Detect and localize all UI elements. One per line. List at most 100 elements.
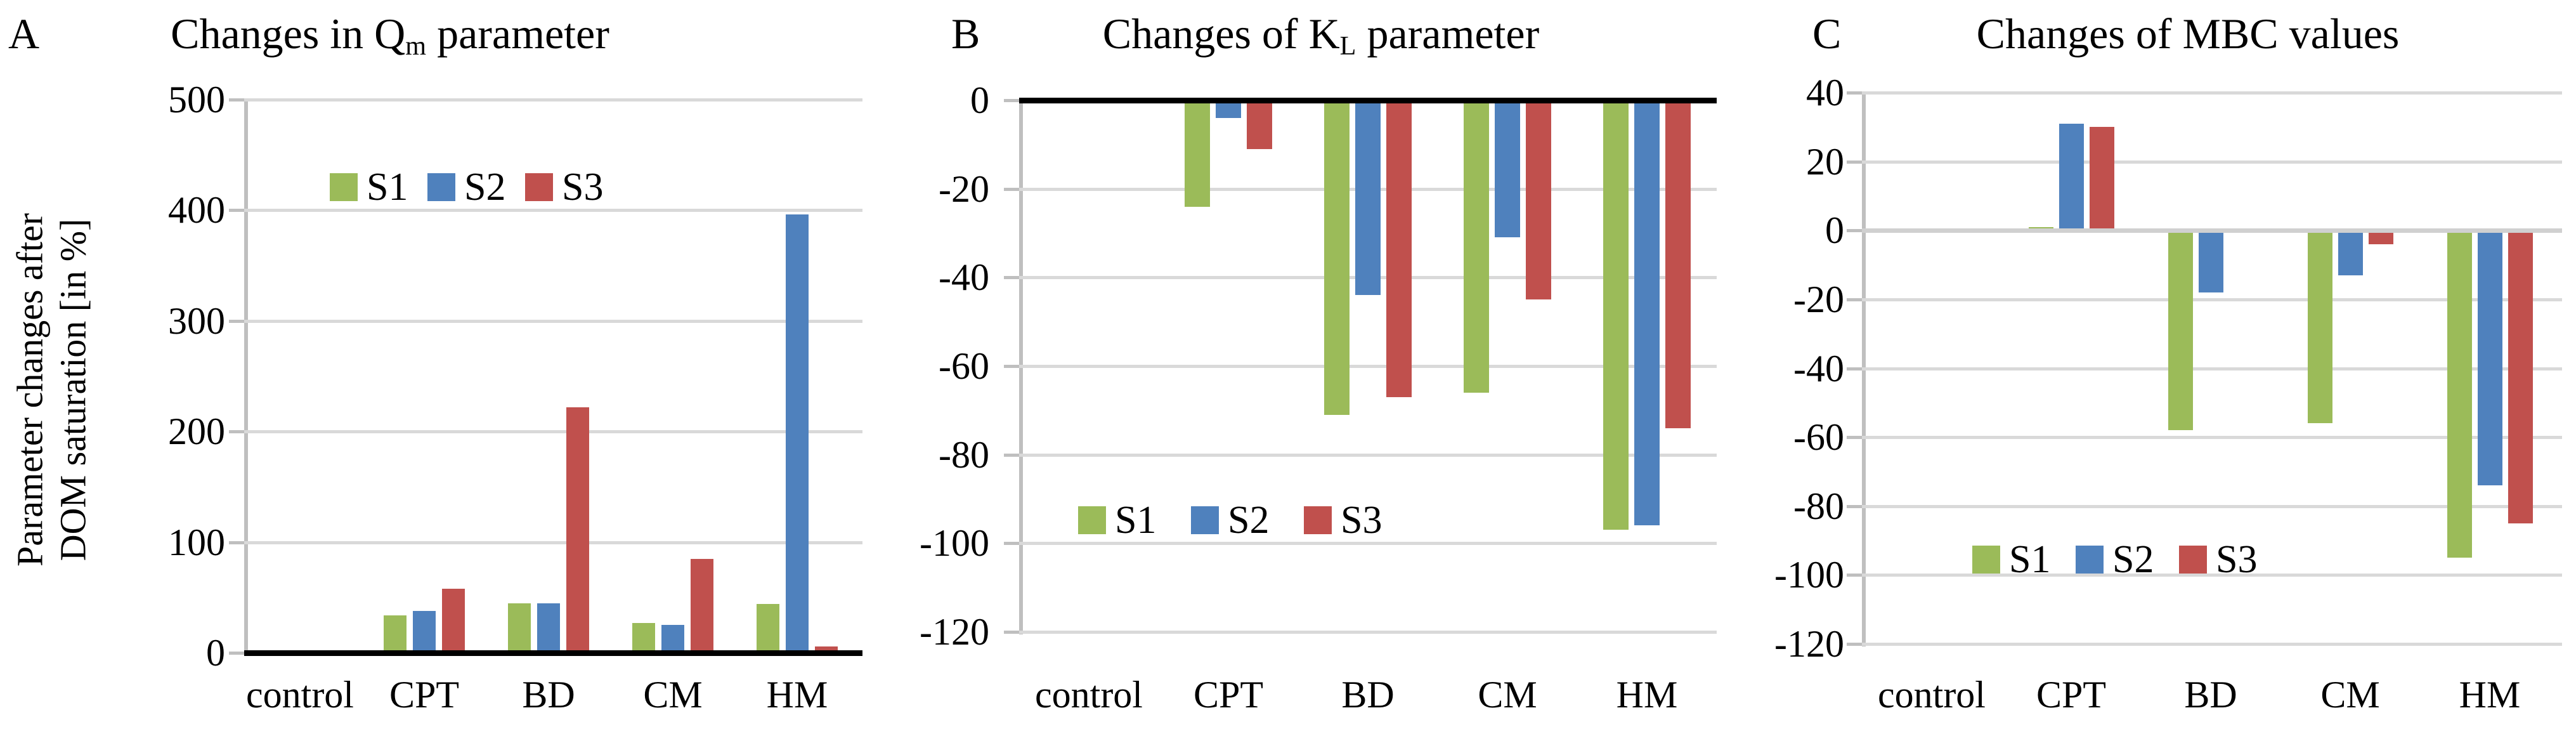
zero-axis-line-c [1862, 228, 2562, 233]
y-tick-label-a-300: 300 [168, 299, 225, 342]
x-category-label-c-HM: HM [2459, 674, 2521, 716]
y-tick-label-b--60: -60 [939, 345, 989, 387]
bar-c-HM-S1 [2447, 230, 2472, 558]
gridline-c--100 [1862, 574, 2562, 577]
gridline-a-200 [244, 430, 862, 434]
bar-b-HM-S3 [1665, 100, 1691, 428]
tick-mark-b--100 [1004, 542, 1019, 546]
bar-b-BD-S2 [1355, 100, 1381, 296]
gridline-a-500 [244, 98, 862, 102]
gridline-a-300 [244, 319, 862, 323]
tick-mark-c-0 [1847, 229, 1862, 233]
x-category-label-b-control: control [1035, 674, 1143, 716]
gridline-a-400 [244, 209, 862, 213]
legend-label-a-S1: S1 [367, 166, 408, 209]
legend-label-b-S1: S1 [1115, 499, 1157, 542]
x-category-label-a-HM: HM [766, 674, 828, 716]
legend-label-b-S2: S2 [1228, 499, 1270, 542]
legend-swatch-b-S3 [1304, 506, 1332, 534]
y-tick-label-a-200: 200 [168, 410, 225, 453]
bar-a-HM-S1 [757, 604, 779, 653]
tick-mark-c--20 [1847, 298, 1862, 301]
y-tick-label-a-500: 500 [168, 79, 225, 121]
legend-swatch-b-S1 [1078, 506, 1106, 534]
legend-swatch-c-S1 [1972, 546, 2000, 574]
gridline-a-100 [244, 541, 862, 544]
y-tick-label-c-20: 20 [1806, 140, 1844, 183]
legend-label-a-S2: S2 [464, 166, 506, 209]
y-tick-label-b--80: -80 [939, 433, 989, 476]
bar-a-CPT-S1 [384, 615, 407, 653]
tick-mark-b-0 [1004, 99, 1019, 102]
x-category-label-c-CM: CM [2320, 674, 2380, 716]
y-tick-label-b--40: -40 [939, 256, 989, 299]
panel-letter-c: C [1812, 10, 1842, 58]
x-category-label-a-CPT: CPT [389, 674, 460, 716]
bar-b-CM-S2 [1495, 100, 1520, 238]
chart-title-c-text: Changes of MBC values [1976, 10, 2400, 58]
y-tick-label-c--80: -80 [1793, 485, 1844, 527]
chart-title-a: Changes in Qm parameter [171, 10, 609, 62]
x-category-label-b-BD: BD [1341, 674, 1395, 716]
zero-axis-line-a [244, 650, 862, 656]
tick-mark-b--20 [1004, 187, 1019, 191]
y-axis-line-a [244, 100, 248, 655]
bar-c-CPT-S3 [2089, 127, 2114, 231]
legend-swatch-c-S3 [2179, 546, 2207, 574]
legend-swatch-b-S2 [1191, 506, 1219, 534]
x-category-label-a-control: control [246, 674, 354, 716]
y-axis-title-line1: Parameter changes after [9, 213, 51, 567]
bar-b-CM-S1 [1464, 100, 1489, 393]
x-category-label-a-BD: BD [522, 674, 575, 716]
gridline-b--60 [1019, 365, 1717, 368]
y-tick-label-c--100: -100 [1774, 554, 1844, 596]
x-category-label-c-CPT: CPT [2036, 674, 2107, 716]
bar-b-CPT-S1 [1185, 100, 1210, 207]
y-tick-label-b--100: -100 [920, 522, 989, 565]
bar-a-CM-S3 [691, 558, 713, 653]
legend-label-b-S3: S3 [1341, 499, 1382, 542]
gridline-c--20 [1862, 298, 2562, 301]
x-category-label-c-control: control [1878, 674, 1986, 716]
gridline-c-20 [1862, 160, 2562, 164]
bar-c-CM-S1 [2307, 230, 2332, 424]
tick-mark-c--120 [1847, 643, 1862, 646]
chart-title-a-subscript: m [405, 31, 427, 62]
legend-label-a-S3: S3 [562, 166, 604, 209]
chart-title-b-subscript: L [1339, 31, 1356, 62]
tick-mark-b--40 [1004, 276, 1019, 280]
legend-swatch-a-S1 [330, 173, 358, 201]
legend-label-c-S3: S3 [2216, 538, 2258, 581]
legend-label-c-S1: S1 [2009, 538, 2051, 581]
tick-mark-a-300 [229, 319, 244, 323]
tick-mark-c--40 [1847, 367, 1862, 370]
x-category-label-a-CM: CM [643, 674, 703, 716]
bar-a-CPT-S2 [413, 610, 436, 653]
chart-title-b-text: Changes of K [1102, 10, 1340, 58]
x-category-label-b-CM: CM [1478, 674, 1537, 716]
chart-title-c: Changes of MBC values [1977, 10, 2400, 58]
tick-mark-b--80 [1004, 453, 1019, 457]
bar-b-CPT-S3 [1247, 100, 1272, 149]
bar-a-BD-S1 [508, 603, 531, 653]
bar-a-CM-S1 [632, 622, 655, 653]
bar-c-BD-S1 [2168, 230, 2193, 431]
y-tick-label-c--60: -60 [1793, 416, 1844, 459]
y-tick-label-c--40: -40 [1793, 347, 1844, 390]
tick-mark-a-500 [229, 98, 244, 102]
gridline-c--40 [1862, 367, 2562, 370]
gridline-b--80 [1019, 453, 1717, 457]
gridline-b--100 [1019, 542, 1717, 546]
bar-c-CM-S3 [2368, 230, 2393, 244]
gridline-c-40 [1862, 91, 2562, 95]
legend-swatch-a-S2 [427, 173, 455, 201]
y-tick-label-c--120: -120 [1774, 623, 1844, 665]
bar-b-CM-S3 [1526, 100, 1551, 300]
gridline-c--60 [1862, 436, 2562, 440]
y-axis-title-line2: DOM saturation [in %] [53, 218, 94, 561]
y-tick-label-a-0: 0 [206, 632, 225, 674]
bar-a-BD-S2 [537, 603, 560, 653]
tick-mark-c--60 [1847, 436, 1862, 440]
tick-mark-a-400 [229, 209, 244, 213]
zero-axis-line-b [1019, 98, 1717, 103]
